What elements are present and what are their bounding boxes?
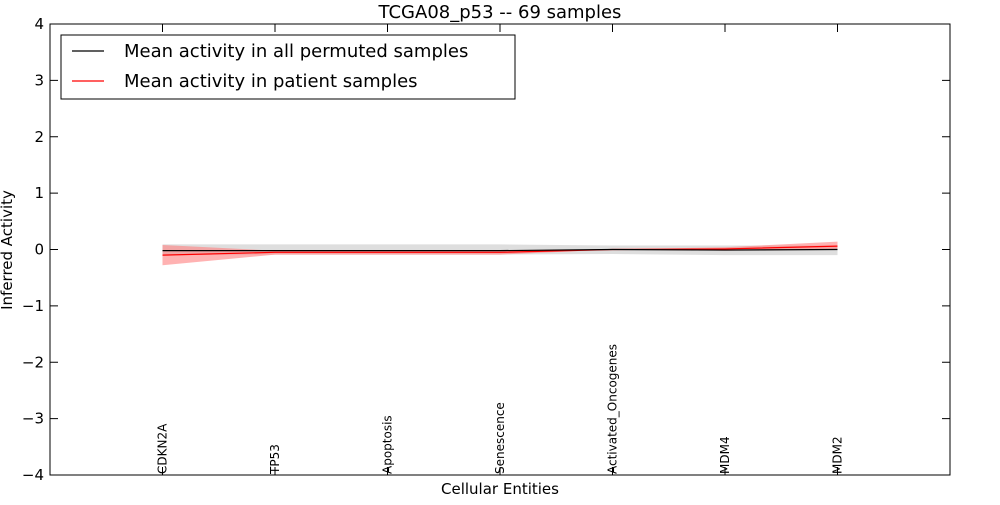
- legend-box: [60, 34, 516, 100]
- y-tick-label: 2: [34, 128, 44, 146]
- x-category-label: MDM4: [718, 436, 732, 474]
- series-1-line: [162, 248, 838, 252]
- category-labels: CDKN2A TP53 Apoptosis Senescence Activated_O…: [156, 344, 845, 475]
- x-category-label: Senescence: [493, 402, 507, 474]
- legend: Mean activity in all permuted samples Mea…: [60, 34, 516, 100]
- x-axis-label: Cellular Entities: [441, 480, 559, 498]
- x-category-label: Apoptosis: [381, 415, 395, 474]
- series-2-band: [162, 241, 838, 266]
- y-tick-label: 1: [34, 184, 44, 202]
- x-category-label: CDKN2A: [156, 423, 170, 474]
- y-tick-label: −1: [22, 297, 44, 315]
- y-tick-label: 4: [34, 15, 44, 33]
- series-2-line: [162, 245, 838, 256]
- legend-label-2: Mean activity in patient samples: [124, 71, 418, 92]
- chart-title: TCGA08_p53 -- 69 samples: [378, 2, 622, 23]
- y-tick-label: 3: [34, 71, 44, 89]
- y-tick-label: −4: [22, 466, 44, 484]
- y-tick-label: 0: [34, 241, 44, 259]
- legend-label-1: Mean activity in all permuted samples: [124, 41, 468, 62]
- axis-ticks: −4 −3 −2 −1 0 1 2 3 4: [22, 15, 950, 484]
- x-category-label: MDM2: [831, 436, 845, 474]
- series-lines: [162, 245, 838, 256]
- x-category-label: TP53: [268, 444, 282, 475]
- x-category-label: Activated_Oncogenes: [606, 344, 620, 474]
- y-tick-label: −2: [22, 353, 44, 371]
- plot-frame: [49, 23, 951, 476]
- y-tick-label: −3: [22, 410, 44, 428]
- confidence-bands: [162, 241, 838, 266]
- y-axis-label: Inferred Activity: [0, 190, 16, 310]
